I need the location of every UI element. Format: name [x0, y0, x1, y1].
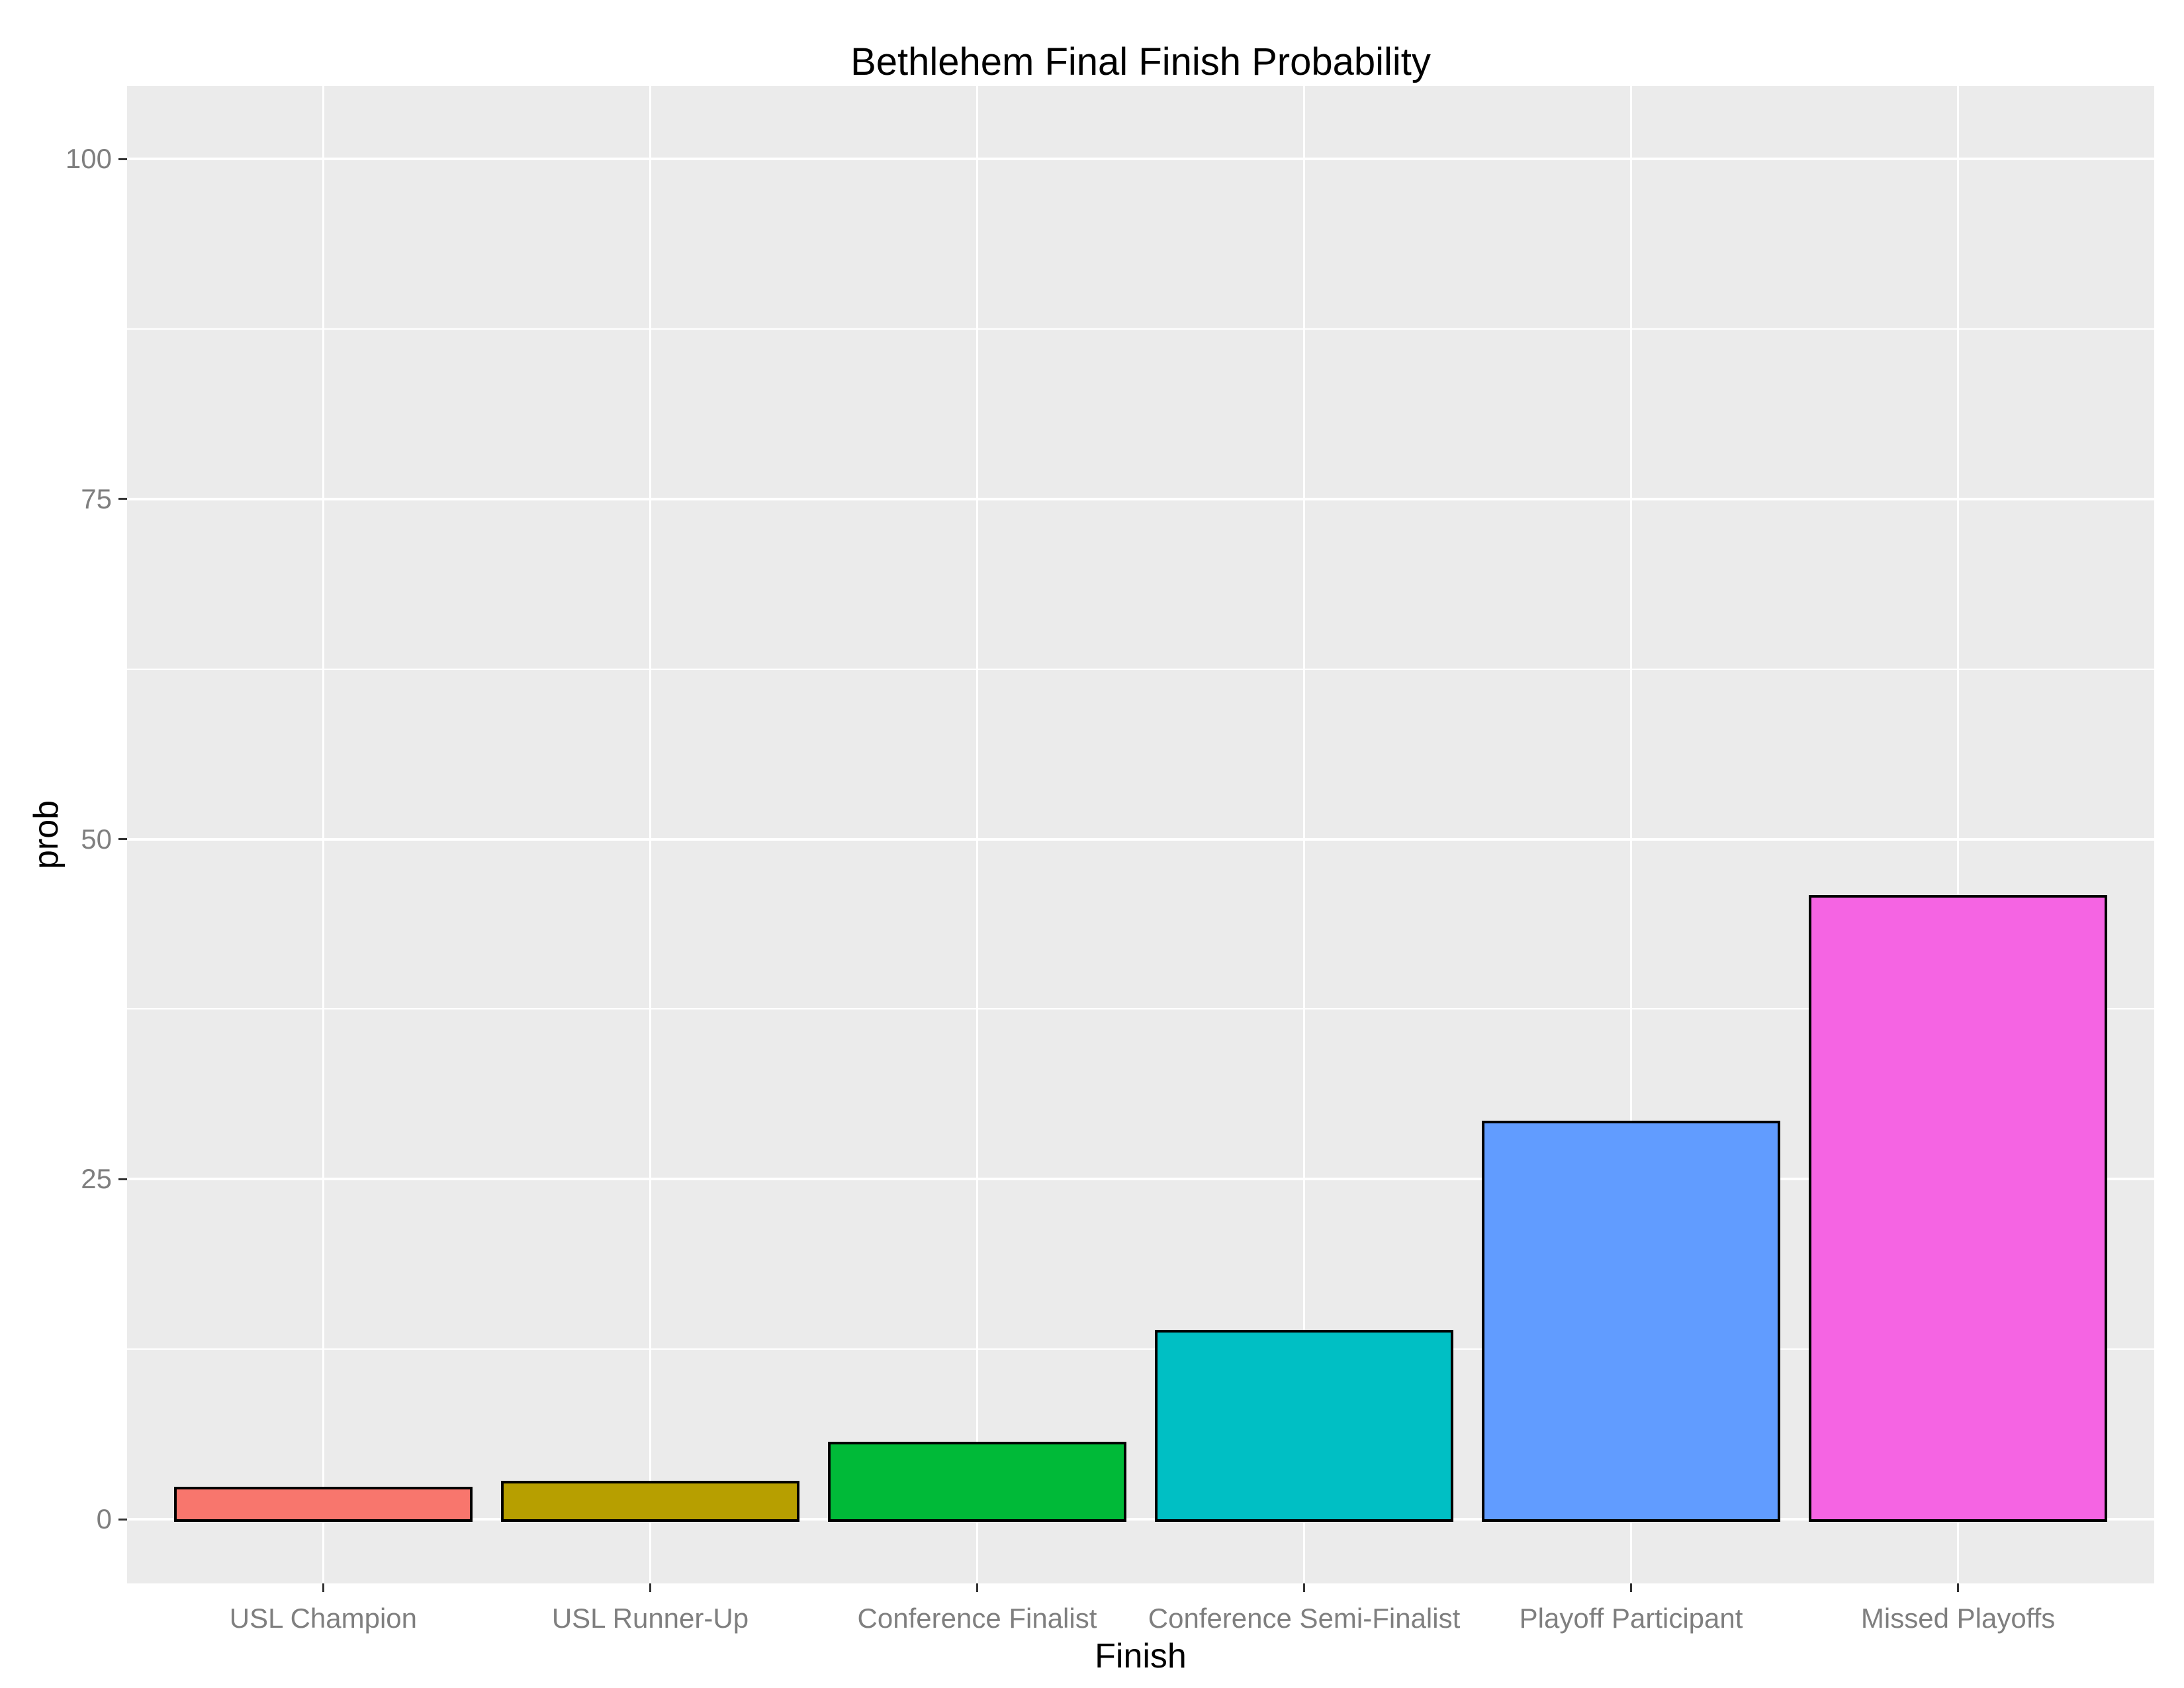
gridline-minor-y — [127, 668, 2154, 670]
gridline-major-y — [127, 1178, 2154, 1181]
y-tick — [118, 498, 127, 500]
y-tick-label: 50 — [81, 823, 112, 855]
y-tick — [118, 838, 127, 840]
bar-usl-champion — [173, 1486, 473, 1522]
gridline-major-x — [1630, 86, 1633, 1583]
gridline-major-y — [127, 1518, 2154, 1521]
x-tick-label: Conference Semi-Finalist — [1148, 1603, 1461, 1634]
x-tick — [1957, 1583, 1960, 1592]
y-tick-label: 0 — [96, 1503, 112, 1534]
x-tick — [976, 1583, 978, 1592]
chart-title: Bethlehem Final Finish Probability — [850, 40, 1431, 83]
gridline-major-x — [976, 86, 978, 1583]
x-tick — [1303, 1583, 1306, 1592]
x-tick — [1630, 1583, 1633, 1592]
x-tick-label: Conference Finalist — [857, 1603, 1097, 1634]
gridline-major-x — [1303, 86, 1306, 1583]
x-tick-label: Playoff Participant — [1519, 1603, 1743, 1634]
plot-panel — [127, 86, 2154, 1583]
gridline-major-y — [127, 158, 2154, 160]
y-tick-label: 25 — [81, 1163, 112, 1195]
gridline-major-y — [127, 497, 2154, 500]
x-tick-label: USL Champion — [229, 1603, 418, 1634]
gridline-major-y — [127, 837, 2154, 841]
bar-playoff-participant — [1482, 1120, 1781, 1522]
gridline-minor-y — [127, 1008, 2154, 1010]
gridline-minor-y — [127, 1348, 2154, 1350]
y-tick — [118, 1518, 127, 1521]
y-tick — [118, 1178, 127, 1180]
bar-usl-runner-up — [500, 1481, 799, 1522]
x-axis-title: Finish — [1095, 1637, 1187, 1675]
x-tick-label: Missed Playoffs — [1860, 1603, 2056, 1634]
x-tick-label: USL Runner-Up — [551, 1603, 749, 1634]
y-tick-label: 100 — [65, 143, 112, 174]
gridline-major-x — [322, 86, 324, 1583]
bar-conference-finalist — [827, 1441, 1126, 1522]
gridline-major-x — [1957, 86, 1960, 1583]
x-tick — [649, 1583, 651, 1592]
gridline-minor-y — [127, 328, 2154, 330]
x-tick — [322, 1583, 324, 1592]
gridline-major-x — [649, 86, 651, 1583]
y-tick-label: 75 — [81, 483, 112, 514]
bar-missed-playoffs — [1809, 894, 2108, 1522]
bar-conference-semi-finalist — [1155, 1330, 1454, 1522]
y-tick — [118, 158, 127, 160]
